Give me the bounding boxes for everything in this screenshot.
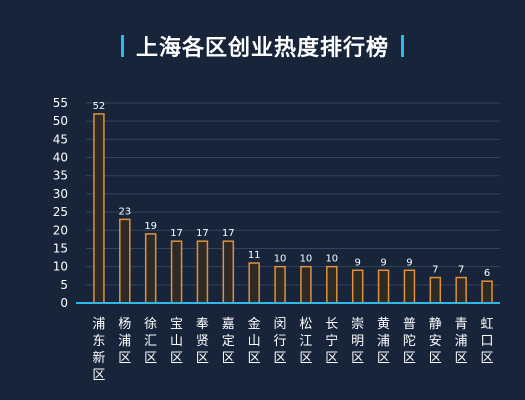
bar xyxy=(300,265,312,304)
bar xyxy=(274,265,286,304)
bar xyxy=(455,276,467,304)
chart-title: 上海各区创业热度排行榜 xyxy=(135,36,389,61)
chart-title-wrap: 上海各区创业热度排行榜 xyxy=(0,30,525,62)
bar xyxy=(429,276,442,304)
bar xyxy=(377,269,390,304)
bar-value-label: 11 xyxy=(248,250,261,261)
bar xyxy=(119,218,131,304)
bar-value-label: 9 xyxy=(406,257,412,268)
category-label: 杨浦区 xyxy=(118,317,131,366)
y-tick-label: 20 xyxy=(53,223,68,237)
bar xyxy=(351,269,364,304)
bar-value-label: 10 xyxy=(274,254,287,265)
y-tick-label: 55 xyxy=(53,96,68,110)
bar xyxy=(222,240,235,304)
category-label: 虹口区 xyxy=(481,317,494,366)
category-label: 嘉定区 xyxy=(222,317,235,366)
bar-value-label: 7 xyxy=(432,265,438,276)
title-accent-left xyxy=(120,35,124,57)
bar-value-label: 9 xyxy=(355,257,361,268)
category-label: 松江区 xyxy=(299,317,312,366)
category-label: 奉贤区 xyxy=(196,317,209,366)
bar-value-label: 7 xyxy=(458,265,464,276)
category-label: 金山区 xyxy=(248,316,261,366)
bar-value-label: 10 xyxy=(325,254,338,265)
bar xyxy=(170,240,183,304)
y-tick-label: 5 xyxy=(60,278,68,292)
bar xyxy=(196,240,209,304)
bar xyxy=(248,262,260,304)
category-label: 黄浦区 xyxy=(377,317,390,366)
category-labels: 浦东新区杨浦区徐汇区宝山区奉贤区嘉定区金山区闵行区松江区长宁区崇明区黄浦区普陀区… xyxy=(92,316,493,383)
y-tick-label: 45 xyxy=(53,132,68,146)
bar xyxy=(93,113,105,304)
bar-value-label: 23 xyxy=(118,206,131,217)
bar xyxy=(144,233,157,304)
y-tick-label: 15 xyxy=(53,241,68,255)
title-accent-right xyxy=(401,35,404,57)
category-label: 崇明区 xyxy=(351,317,364,366)
bar xyxy=(326,265,338,304)
bar-value-label: 19 xyxy=(144,221,157,232)
category-label: 普陀区 xyxy=(403,317,416,366)
category-label: 静安区 xyxy=(429,317,442,366)
category-label: 浦东新区 xyxy=(92,317,105,383)
y-tick-label: 50 xyxy=(53,114,68,128)
y-tick-label: 30 xyxy=(53,187,68,201)
bar xyxy=(481,280,493,304)
bar-value-label: 17 xyxy=(196,228,209,239)
category-label: 闵行区 xyxy=(274,317,287,366)
bar xyxy=(403,269,416,304)
bar-value-label: 17 xyxy=(170,228,183,239)
y-tick-label: 35 xyxy=(53,169,68,183)
value-labels: 52 23 19 17 17 17 11 10 10 10 9 9 9 7 7 6 xyxy=(93,101,491,279)
y-tick-label: 10 xyxy=(53,260,68,274)
y-tick-label: 0 xyxy=(60,296,68,310)
y-tick-label: 40 xyxy=(53,151,68,165)
category-label: 长宁区 xyxy=(325,317,338,366)
category-label: 徐汇区 xyxy=(144,317,157,366)
bar-value-label: 52 xyxy=(93,101,106,112)
bar-value-label: 9 xyxy=(380,257,386,268)
bar-value-label: 17 xyxy=(222,228,235,239)
y-axis-ticks: 0 5 10 15 20 25 30 35 40 45 50 55 xyxy=(53,96,68,310)
category-label: 青浦区 xyxy=(455,317,468,366)
y-tick-label: 25 xyxy=(53,205,68,219)
bar-value-label: 10 xyxy=(300,254,313,265)
bar-value-label: 6 xyxy=(484,268,490,279)
category-label: 宝山区 xyxy=(170,317,183,366)
